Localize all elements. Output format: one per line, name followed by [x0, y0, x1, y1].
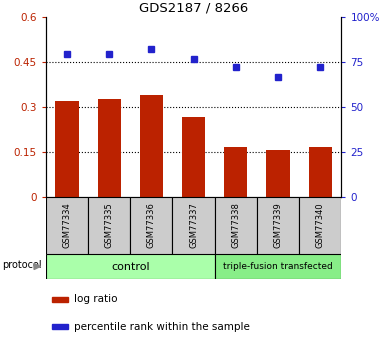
Text: GSM77336: GSM77336: [147, 202, 156, 248]
Text: GSM77338: GSM77338: [231, 202, 240, 248]
Bar: [46, 197, 88, 254]
Bar: [267, 150, 290, 197]
Bar: [257, 197, 299, 254]
Bar: [140, 95, 163, 197]
Bar: [173, 197, 215, 254]
Bar: [46, 254, 215, 279]
Text: GSM77337: GSM77337: [189, 202, 198, 248]
Text: control: control: [111, 262, 149, 272]
Bar: [215, 197, 257, 254]
Text: GSM77335: GSM77335: [105, 202, 114, 248]
Text: triple-fusion transfected: triple-fusion transfected: [223, 262, 333, 271]
Bar: [97, 99, 121, 197]
Text: log ratio: log ratio: [74, 294, 118, 304]
Bar: [52, 324, 68, 329]
Bar: [182, 117, 205, 197]
Bar: [299, 197, 341, 254]
Bar: [215, 254, 341, 279]
Text: percentile rank within the sample: percentile rank within the sample: [74, 322, 250, 332]
Text: protocol: protocol: [2, 260, 42, 270]
Bar: [88, 197, 130, 254]
Bar: [55, 101, 78, 197]
Text: GSM77339: GSM77339: [274, 202, 282, 248]
Bar: [224, 147, 248, 197]
Bar: [309, 147, 332, 197]
Text: GSM77340: GSM77340: [316, 202, 325, 248]
Bar: [130, 197, 173, 254]
Bar: [52, 296, 68, 302]
Title: GDS2187 / 8266: GDS2187 / 8266: [139, 2, 248, 15]
Text: GSM77334: GSM77334: [62, 202, 71, 248]
